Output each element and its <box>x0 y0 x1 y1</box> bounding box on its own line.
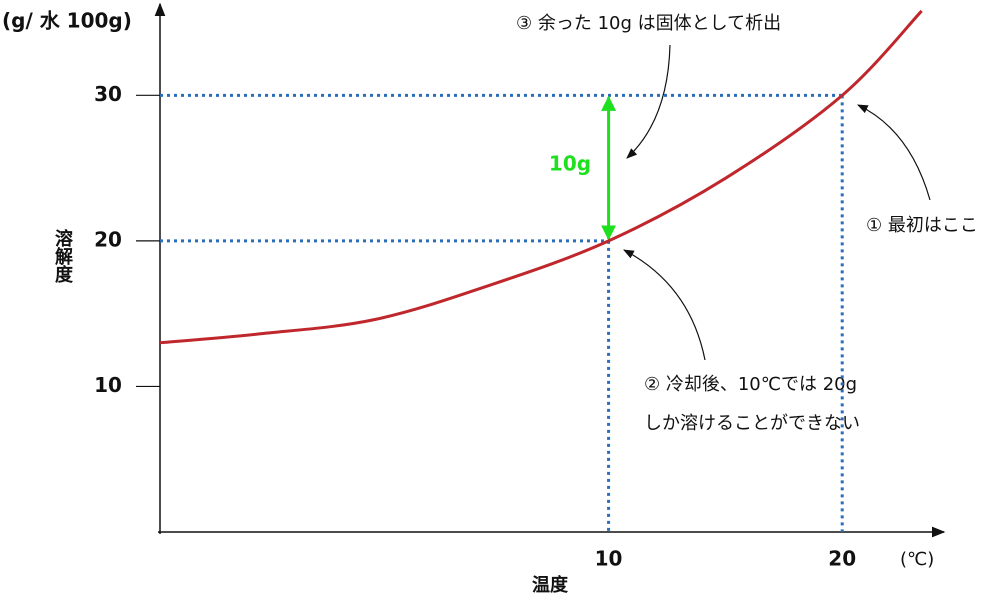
y-unit: (g/ 水 100g) <box>2 9 132 33</box>
x-unit: (℃) <box>900 549 934 570</box>
annotation-arrow <box>857 104 931 201</box>
annotation: しか溶けることができない <box>644 413 860 434</box>
annotation-arrow <box>626 44 671 159</box>
x-tick-label: 10 <box>595 547 623 571</box>
y-tick-label: 10 <box>94 373 122 397</box>
y-tick-label: 20 <box>94 227 122 251</box>
y-label: 溶解度 <box>52 228 73 284</box>
annotation: ③ 余った 10g は固体として析出 <box>516 13 781 34</box>
annotation: ① 最初はここ <box>866 215 978 236</box>
curve <box>159 9 923 345</box>
x-label: 温度 <box>532 574 569 596</box>
annotation-arrow <box>623 249 706 361</box>
x-tick-label: 20 <box>828 547 856 571</box>
difference-label: 10g <box>549 152 591 176</box>
annotation: ② 冷却後、10℃では 20g <box>644 374 857 395</box>
y-tick-label: 30 <box>94 82 122 106</box>
